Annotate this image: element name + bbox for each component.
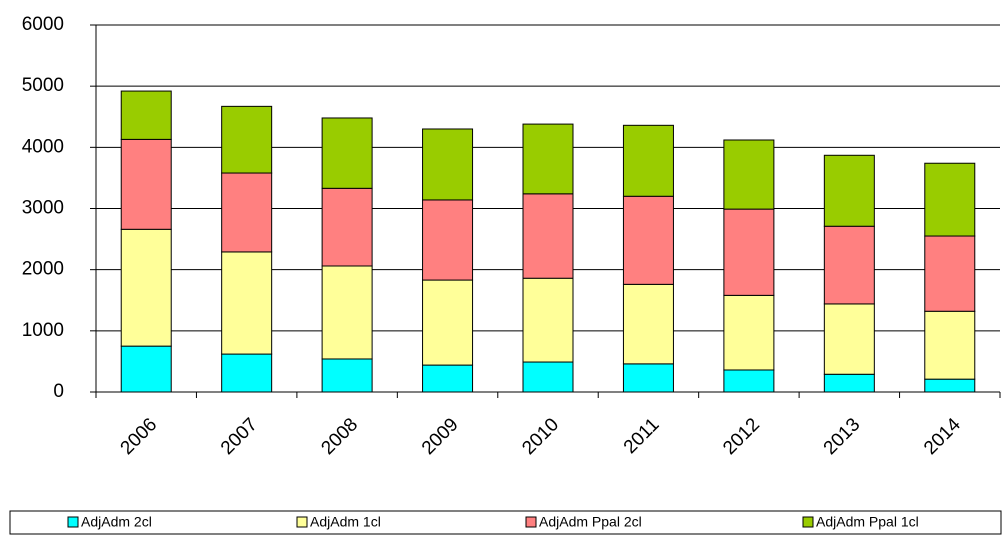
legend-swatch (296, 516, 308, 528)
bar-segment (221, 105, 273, 174)
x-tick-label: 2014 (920, 414, 965, 459)
bar-segment (120, 228, 172, 347)
x-tick-label: 2008 (317, 414, 362, 459)
bar-segment (321, 265, 373, 360)
x-tick-label: 2009 (418, 414, 463, 459)
bar-segment (120, 138, 172, 230)
legend-label: AdjAdm 2cl (81, 514, 152, 530)
bar-segment (823, 373, 875, 393)
legend-label: AdjAdm 1cl (310, 514, 381, 530)
bar-segment (622, 195, 674, 285)
bar-segment (221, 251, 273, 355)
y-tick-label: 5000 (22, 75, 64, 96)
x-tick-label: 2007 (217, 414, 262, 459)
bar-segment (522, 123, 574, 195)
y-tick-label: 6000 (22, 14, 64, 35)
bar-segment (622, 283, 674, 365)
bar-segment (120, 90, 172, 140)
y-tick-label: 3000 (22, 198, 64, 219)
y-tick-label: 4000 (22, 136, 64, 157)
bar-segment (522, 193, 574, 279)
bar-segment (723, 139, 775, 210)
bar-segment (422, 128, 474, 201)
bar-segment (221, 172, 273, 253)
legend-swatch (67, 516, 79, 528)
bar-segment (823, 154, 875, 227)
x-tick-label: 2012 (719, 414, 764, 459)
bar-segment (924, 378, 976, 393)
bar-segment (924, 310, 976, 380)
bar-segment (924, 162, 976, 237)
legend-label: AdjAdm Ppal 2cl (539, 514, 642, 530)
bar-segment (823, 225, 875, 305)
bar-segment (422, 199, 474, 281)
legend-swatch (525, 516, 537, 528)
legend-label: AdjAdm Ppal 1cl (816, 514, 919, 530)
y-tick-label: 0 (53, 381, 64, 402)
bar-segment (522, 277, 574, 363)
bar-segment (422, 364, 474, 393)
bar-segment (422, 279, 474, 366)
y-tick-label: 1000 (22, 320, 64, 341)
y-tick-label: 2000 (22, 259, 64, 280)
bar-segment (723, 294, 775, 371)
legend-swatch (802, 516, 814, 528)
bar-segment (221, 353, 273, 393)
legend-box (9, 510, 1002, 535)
bar-segment (924, 235, 976, 312)
bar-segment (321, 117, 373, 189)
bar-segment (723, 208, 775, 296)
bar-segment (823, 303, 875, 375)
bar-segment (120, 345, 172, 393)
bar-segment (622, 363, 674, 393)
bar-segment (522, 361, 574, 393)
bar-segment (622, 124, 674, 197)
bar-segment (723, 369, 775, 393)
x-tick-label: 2011 (620, 414, 664, 458)
x-tick-label: 2013 (820, 414, 865, 459)
x-tick-label: 2010 (518, 414, 563, 459)
x-tick-label: 2006 (117, 414, 162, 459)
bar-segment (321, 358, 373, 393)
bar-segment (321, 187, 373, 267)
